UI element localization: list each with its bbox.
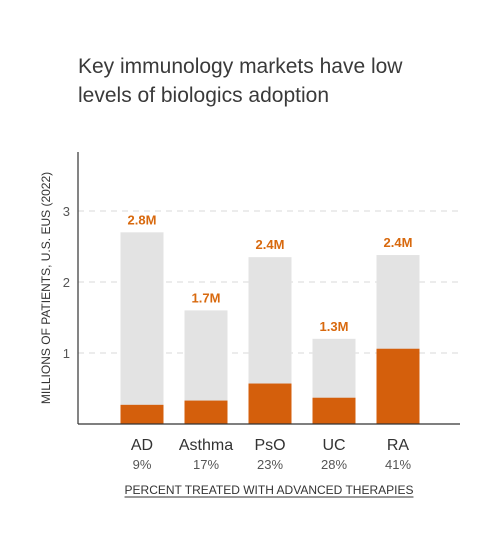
y-tick-label-3: 3 <box>63 204 70 219</box>
y-tick-label-2: 2 <box>63 275 70 290</box>
category-label-ra: RA <box>387 437 410 454</box>
percent-label-pso: 23% <box>257 457 283 472</box>
bar-treated-asthma <box>184 400 228 424</box>
category-label-asthma: Asthma <box>179 437 233 454</box>
chart-title-line-2: levels of biologics adoption <box>78 84 329 107</box>
bar-treated-uc <box>312 397 356 424</box>
total-label-uc: 1.3M <box>320 319 349 334</box>
chart-title-line-1: Key immunology markets have low <box>78 55 403 78</box>
percent-label-asthma: 17% <box>193 457 219 472</box>
bar-treated-ra <box>376 348 420 424</box>
bar-treated-pso <box>248 383 292 424</box>
y-axis-title: MILLIONS OF PATIENTS, U.S. EUS (2022) <box>39 172 53 404</box>
total-label-ad: 2.8M <box>128 212 157 227</box>
total-label-ra: 2.4M <box>384 235 413 250</box>
total-label-pso: 2.4M <box>256 237 285 252</box>
bar-treated-ad <box>120 404 164 424</box>
category-label-pso: PsO <box>254 437 285 454</box>
chart-title: Key immunology markets have low levels o… <box>78 52 458 110</box>
percent-label-ad: 9% <box>133 457 152 472</box>
percent-label-uc: 28% <box>321 457 347 472</box>
category-label-ad: AD <box>131 437 153 454</box>
total-label-asthma: 1.7M <box>192 290 221 305</box>
y-tick-label-1: 1 <box>63 346 70 361</box>
percent-label-ra: 41% <box>385 457 411 472</box>
bar-total-ad <box>120 232 164 424</box>
category-label-uc: UC <box>322 437 345 454</box>
x-axis-title: PERCENT TREATED WITH ADVANCED THERAPIES <box>125 483 414 497</box>
